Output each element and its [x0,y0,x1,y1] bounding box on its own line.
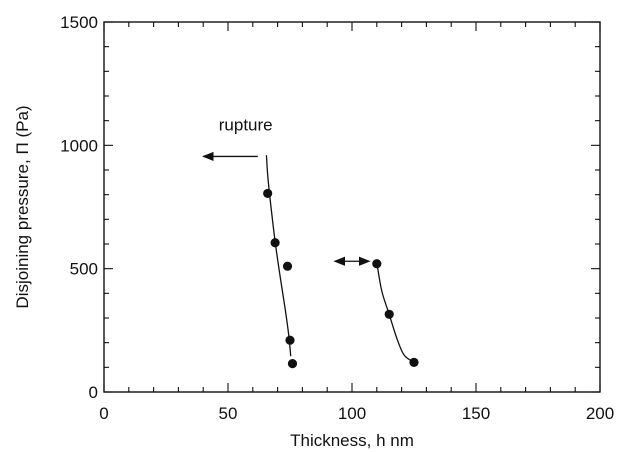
rupture-label: rupture [219,115,273,134]
x-tick-label: 100 [338,404,366,423]
y-tick-label: 1000 [60,136,98,155]
data-point [372,259,382,269]
fit-curve-2 [376,262,415,363]
data-point [384,309,394,319]
x-tick-label: 200 [586,404,614,423]
plot-frame [103,21,601,393]
x-tick-label: 50 [219,404,238,423]
y-axis-title: Disjoining pressure, Π (Pa) [13,105,32,308]
fit-curve-1 [265,155,292,357]
data-point [270,238,280,248]
data-point [287,359,298,369]
x-tick-label: 0 [99,404,108,423]
x-axis-title: Thickness, h nm [290,431,414,450]
y-tick-label: 0 [89,383,98,402]
x-tick-label: 150 [462,404,490,423]
data-point [282,261,293,271]
data-point [285,335,295,345]
data-point [409,357,419,367]
y-tick-label: 500 [70,260,98,279]
y-tick-label: 1500 [60,13,98,32]
data-point [263,188,273,199]
